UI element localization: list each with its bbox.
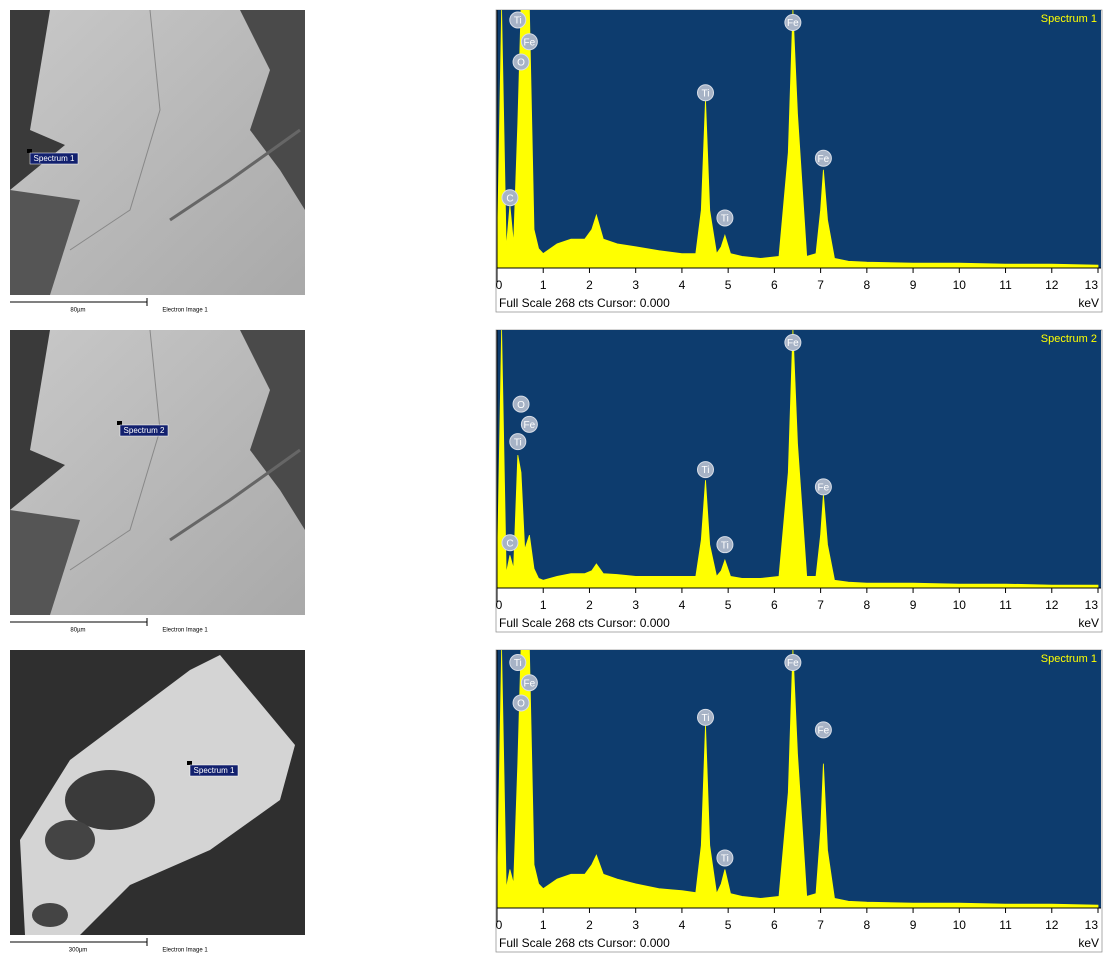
peak-label: Ti xyxy=(514,16,522,27)
x-tick-label: 5 xyxy=(725,278,732,292)
x-tick-label: 5 xyxy=(725,598,732,612)
peak-label: O xyxy=(517,400,525,411)
x-tick-label: 6 xyxy=(771,278,778,292)
x-tick-label: 12 xyxy=(1045,278,1059,292)
peak-label: Fe xyxy=(787,18,799,29)
peak-label: Ti xyxy=(702,713,710,724)
x-tick-label: 10 xyxy=(953,918,967,932)
x-tick-label: 3 xyxy=(632,278,639,292)
peak-label: Fe xyxy=(818,483,830,494)
status-text: Full Scale 268 cts Cursor: 0.000 xyxy=(499,616,670,630)
x-tick-label: 0 xyxy=(496,278,503,292)
spectrum-name: Spectrum 2 xyxy=(1041,333,1097,345)
peak-label: Fe xyxy=(818,726,830,737)
peak-label: Fe xyxy=(524,420,536,431)
x-tick-label: 8 xyxy=(864,278,871,292)
sem-image: Spectrum 1 300µm Electron Image 1 xyxy=(10,650,305,953)
x-tick-label: 13 xyxy=(1085,278,1099,292)
image-caption: Electron Image 1 xyxy=(162,308,208,314)
peak-label: C xyxy=(506,538,513,549)
x-unit: keV xyxy=(1078,616,1099,630)
x-tick-label: 3 xyxy=(632,598,639,612)
sem-image: Spectrum 1 80µm Electron Image 1 xyxy=(10,10,305,314)
x-tick-label: 8 xyxy=(864,918,871,932)
scale-label: 300µm xyxy=(69,948,87,953)
spectrum-chart: Spectrum 2012345678910111213Full Scale 2… xyxy=(496,330,1102,632)
x-tick-label: 1 xyxy=(540,918,547,932)
x-tick-label: 2 xyxy=(586,278,593,292)
x-tick-label: 13 xyxy=(1085,598,1099,612)
peak-label: Fe xyxy=(818,154,830,165)
status-text: Full Scale 268 cts Cursor: 0.000 xyxy=(499,296,670,310)
scale-label: 80µm xyxy=(70,308,85,314)
x-tick-label: 9 xyxy=(910,278,917,292)
peak-label: Ti xyxy=(702,465,710,476)
marker xyxy=(187,761,192,765)
x-tick-label: 3 xyxy=(632,918,639,932)
x-tick-label: 9 xyxy=(910,598,917,612)
x-unit: keV xyxy=(1078,296,1099,310)
spectrum-name: Spectrum 1 xyxy=(1041,13,1097,25)
peak-label: C xyxy=(506,193,513,204)
marker xyxy=(117,421,122,425)
x-tick-label: 4 xyxy=(679,278,686,292)
x-tick-label: 0 xyxy=(496,918,503,932)
figure: Spectrum 180µmElectron Image 1Spectrum 2… xyxy=(0,0,1106,953)
sem-dark-region xyxy=(65,770,155,830)
x-tick-label: 8 xyxy=(864,598,871,612)
sem-image: Spectrum 2 80µm Electron Image 1 xyxy=(10,330,305,634)
peak-label: Fe xyxy=(524,678,536,689)
peak-label: Fe xyxy=(787,658,799,669)
x-tick-label: 11 xyxy=(999,918,1012,932)
peak-label: O xyxy=(517,58,525,69)
peak-label: Ti xyxy=(514,437,522,448)
x-tick-label: 2 xyxy=(586,598,593,612)
peak-label: Fe xyxy=(787,338,799,349)
x-tick-label: 2 xyxy=(586,918,593,932)
x-tick-label: 11 xyxy=(999,278,1012,292)
x-tick-label: 12 xyxy=(1045,598,1059,612)
x-tick-label: 13 xyxy=(1085,918,1099,932)
x-tick-label: 12 xyxy=(1045,918,1059,932)
peak-label: O xyxy=(517,699,525,710)
x-unit: keV xyxy=(1078,936,1099,950)
spectrum-label: Spectrum 2 xyxy=(124,426,165,435)
x-tick-label: 7 xyxy=(817,598,824,612)
x-tick-label: 5 xyxy=(725,918,732,932)
x-tick-label: 1 xyxy=(540,278,547,292)
spectrum-name: Spectrum 1 xyxy=(1041,653,1097,665)
scale-label: 80µm xyxy=(70,628,85,634)
status-text: Full Scale 268 cts Cursor: 0.000 xyxy=(499,936,670,950)
x-tick-label: 6 xyxy=(771,598,778,612)
x-tick-label: 9 xyxy=(910,918,917,932)
peak-label: Ti xyxy=(514,658,522,669)
x-tick-label: 10 xyxy=(953,278,967,292)
x-tick-label: 0 xyxy=(496,598,503,612)
x-tick-label: 4 xyxy=(679,918,686,932)
x-tick-label: 4 xyxy=(679,598,686,612)
sem-dark-region xyxy=(45,820,95,860)
spectrum-label: Spectrum 1 xyxy=(194,766,235,775)
peak-label: Ti xyxy=(721,214,729,225)
x-tick-label: 1 xyxy=(540,598,547,612)
sem-dark-region xyxy=(32,903,68,927)
image-caption: Electron Image 1 xyxy=(162,948,208,953)
peak-label: Ti xyxy=(721,540,729,551)
x-tick-label: 6 xyxy=(771,918,778,932)
x-tick-label: 11 xyxy=(999,598,1012,612)
x-tick-label: 7 xyxy=(817,278,824,292)
x-tick-label: 10 xyxy=(953,598,967,612)
peak-label: Fe xyxy=(524,37,536,48)
marker xyxy=(27,149,32,153)
x-tick-label: 7 xyxy=(817,918,824,932)
spectrum-label: Spectrum 1 xyxy=(34,154,75,163)
peak-label: Ti xyxy=(702,88,710,99)
peak-label: Ti xyxy=(721,854,729,865)
page: Spectrum 180µmElectron Image 1Spectrum 2… xyxy=(0,0,1106,953)
image-caption: Electron Image 1 xyxy=(162,628,208,634)
